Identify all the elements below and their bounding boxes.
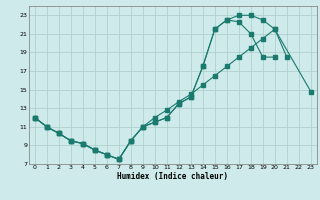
X-axis label: Humidex (Indice chaleur): Humidex (Indice chaleur) [117, 172, 228, 181]
